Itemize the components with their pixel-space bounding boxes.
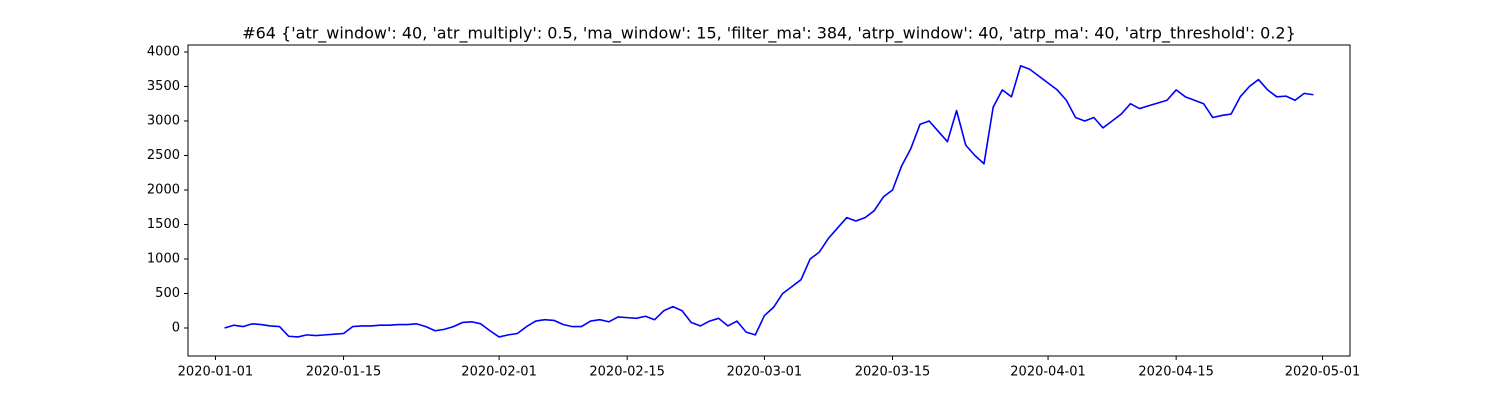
x-tick-label: 2020-04-15 <box>1138 365 1214 380</box>
chart-title: #64 {'atr_window': 40, 'atr_multiply': 0… <box>242 24 1296 44</box>
y-tick-label: 0 <box>172 320 180 335</box>
x-tick-label: 2020-03-01 <box>727 365 803 380</box>
x-tick-label: 2020-01-15 <box>306 365 382 380</box>
y-tick-label: 2500 <box>147 148 180 163</box>
y-tick-label: 1500 <box>147 217 180 232</box>
y-tick-label: 3000 <box>147 113 180 128</box>
x-tick-label: 2020-04-01 <box>1010 365 1086 380</box>
x-tick-label: 2020-05-01 <box>1285 365 1361 380</box>
y-tick-label: 1000 <box>147 251 180 266</box>
x-tick-label: 2020-02-01 <box>461 365 537 380</box>
plot-frame <box>187 44 1351 357</box>
x-tick-label: 2020-02-15 <box>589 365 665 380</box>
y-tick-label: 3500 <box>147 79 180 94</box>
y-tick-label: 2000 <box>147 182 180 197</box>
x-tick-label: 2020-01-01 <box>178 365 254 380</box>
x-tick-label: 2020-03-15 <box>855 365 931 380</box>
y-tick-label: 4000 <box>147 44 180 59</box>
y-tick-label: 500 <box>155 286 180 301</box>
price-line <box>224 64 1314 338</box>
